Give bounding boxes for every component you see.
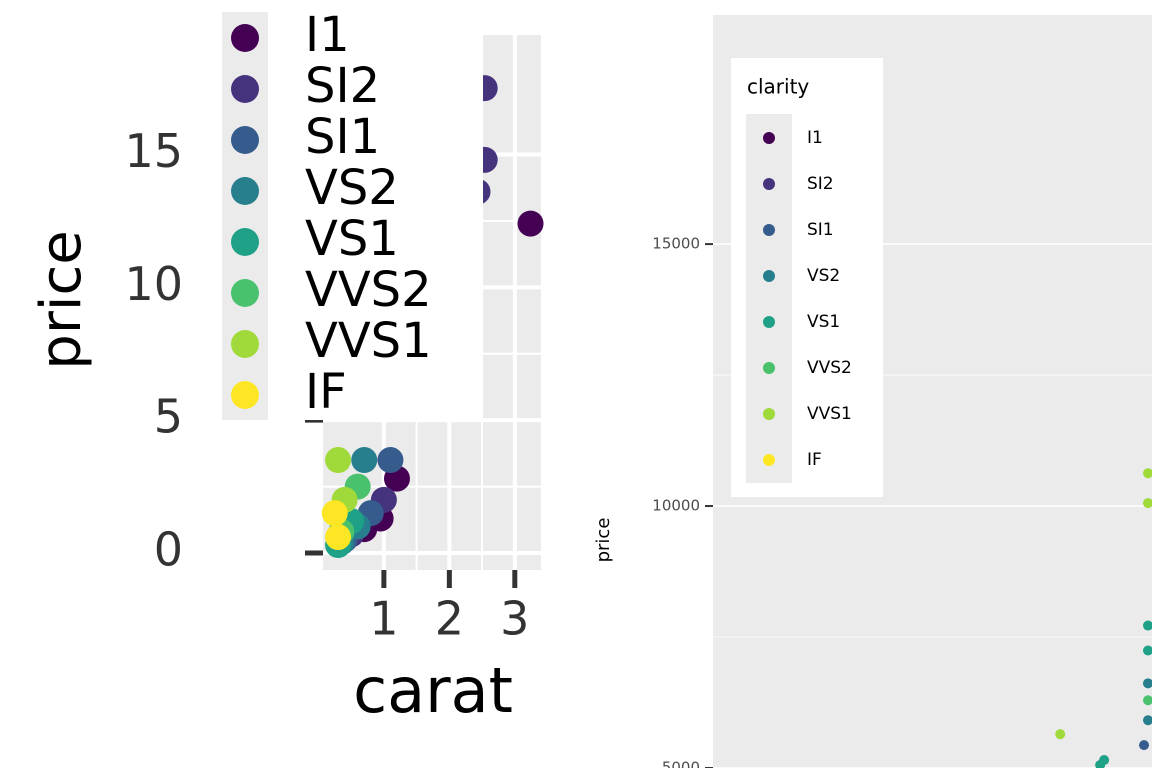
y-axis-title: price [593,518,614,563]
legend-key [763,270,775,282]
y-tick-label: 10000 [652,497,700,515]
legend-key [231,381,259,409]
legend-label: SI1 [305,109,380,165]
legend-label: VS2 [305,160,399,216]
legend-key [763,224,775,236]
legend-key [763,132,775,144]
point [351,447,378,474]
y-tick-label: 5 [154,390,183,444]
point [377,447,404,474]
point [1143,678,1152,689]
legend-key [763,178,775,190]
point [1143,715,1152,726]
point [1055,729,1066,740]
legend-title: clarity [747,75,809,99]
legend-label: IF [807,450,822,470]
x-tick-label: 2 [435,592,464,646]
legend-key [231,75,259,103]
legend-key [231,330,259,358]
point [1143,620,1152,631]
legend-key [231,126,259,154]
legend-label: VVS1 [807,404,852,424]
legend-key [231,279,259,307]
x-axis-title: carat [353,654,513,727]
point [1143,468,1152,479]
legend-key [763,408,775,420]
x-tick-label: 3 [500,592,529,646]
x-tick-label: 1 [369,592,398,646]
legend-label: VVS2 [807,358,852,378]
point [1143,498,1152,509]
legend-key [763,454,775,466]
legend-label: I1 [807,128,823,148]
legend-label: SI2 [807,174,834,194]
legend-key [231,228,259,256]
point [321,500,348,527]
legend-key [763,362,775,374]
legend-key [231,177,259,205]
legend-label: VS1 [305,211,399,267]
legend-key [763,316,775,328]
legend-key [231,24,259,52]
point [1095,760,1106,768]
y-axis-title: price [29,230,94,369]
legend-key-background [746,114,792,483]
point [325,447,352,474]
y-tick-label: 15 [124,124,183,178]
legend-key-background [222,12,268,420]
legend-label: I1 [305,7,350,63]
y-tick-label: 15000 [652,235,700,253]
point [517,210,544,237]
point [325,524,352,551]
legend-label: IF [305,364,347,420]
y-tick-label: 5000 [662,759,700,768]
legend-label: VS2 [807,266,840,286]
legend-label: SI2 [305,58,380,114]
point [1143,695,1152,706]
point [1143,645,1152,656]
legend-label: VVS2 [305,262,432,318]
legend-label: VVS1 [305,313,432,369]
y-tick-label: 10 [124,257,183,311]
y-tick-label: 0 [154,522,183,576]
legend-label: SI1 [807,220,834,240]
point [1139,740,1150,751]
legend-label: VS1 [807,312,840,332]
